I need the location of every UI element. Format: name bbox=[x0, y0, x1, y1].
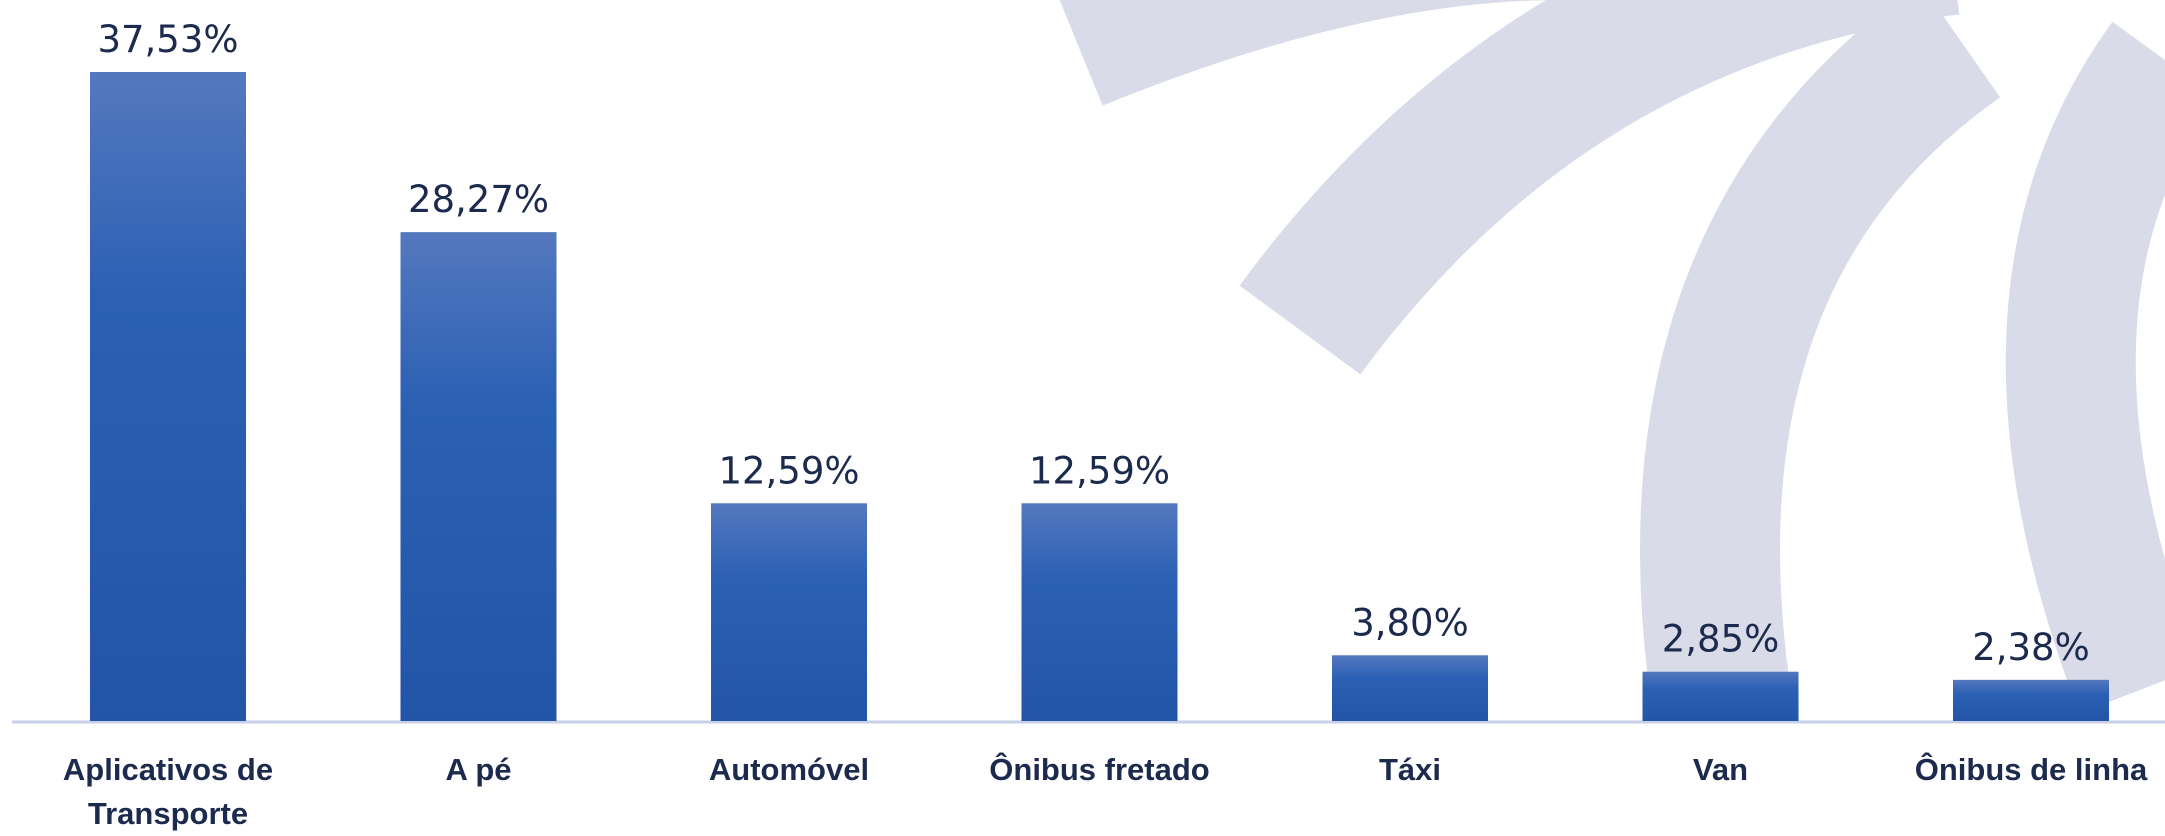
bar bbox=[1953, 679, 2109, 721]
bar bbox=[711, 503, 867, 721]
x-tick-label: Ônibus fretado bbox=[989, 752, 1210, 787]
x-tick-label: A pé bbox=[445, 752, 512, 787]
bar bbox=[1642, 671, 1799, 721]
value-label: 3,80% bbox=[1351, 601, 1469, 644]
logo-arc bbox=[1239, 0, 1960, 375]
bar bbox=[90, 72, 246, 721]
value-label: 28,27% bbox=[408, 178, 549, 221]
x-tick-label: Automóvel bbox=[708, 752, 870, 787]
value-label: 37,53% bbox=[97, 18, 238, 61]
bar bbox=[1021, 503, 1178, 721]
x-tick-label: Ônibus de linha bbox=[1914, 752, 2148, 787]
logo-arc bbox=[1059, 0, 1561, 106]
bar bbox=[400, 232, 557, 721]
x-tick-label: Aplicativos de Transporte bbox=[62, 752, 274, 831]
x-tick-label: Van bbox=[1692, 752, 1749, 787]
logo-arc bbox=[2005, 21, 2165, 714]
value-label: 12,59% bbox=[718, 449, 859, 492]
logo-arc bbox=[1640, 0, 2001, 700]
x-tick-label: Táxi bbox=[1378, 752, 1442, 787]
value-label: 2,38% bbox=[1972, 626, 2090, 669]
value-label: 12,59% bbox=[1029, 449, 1170, 492]
bar bbox=[1332, 655, 1488, 721]
value-label: 2,85% bbox=[1662, 618, 1780, 661]
background-logo bbox=[1059, 0, 2165, 714]
